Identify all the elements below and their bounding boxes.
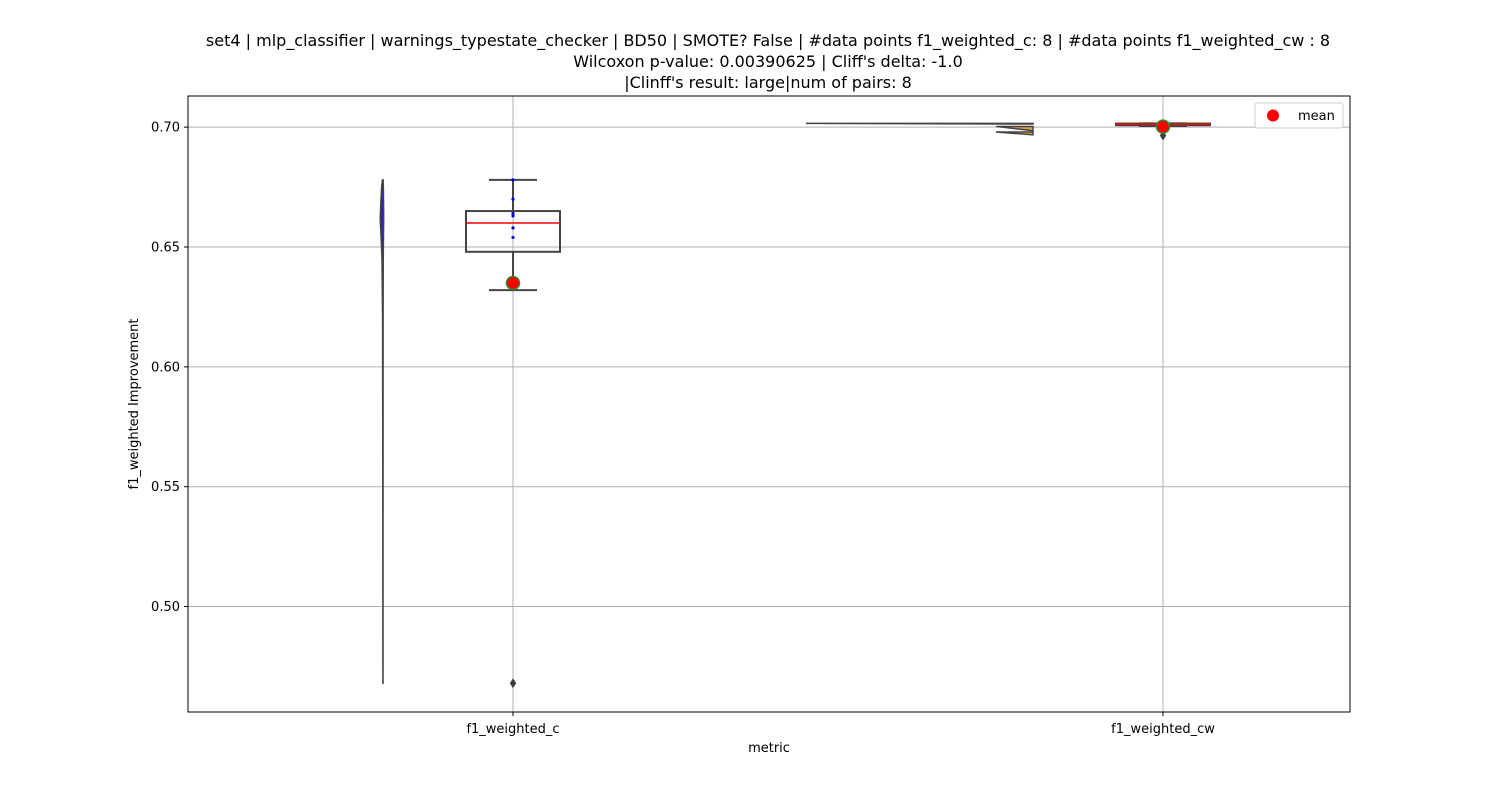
legend: mean [1254, 102, 1344, 129]
box-f1-weighted-c [465, 210, 561, 253]
violin-f1-weighted-cw-upper [805, 122, 1034, 125]
title-line-2: Wilcoxon p-value: 0.00390625 | Cliff's d… [573, 52, 963, 71]
violin-f1-weighted-cw-middle [995, 125, 1034, 132]
mean-marker-f1-weighted-c [505, 275, 521, 291]
x-tick-label-1: f1_weighted_cw [1111, 722, 1215, 737]
legend-mean-label: mean [1298, 109, 1335, 124]
outlier-f1-weighted-c-0 [509, 678, 517, 689]
y-tick-label-1: 0.55 [151, 480, 180, 495]
y-axis-label: f1_weighted Improvement [127, 318, 142, 489]
legend-mean-marker [1267, 109, 1279, 122]
y-tick-label-3: 0.65 [151, 241, 180, 256]
data-point-f1-weighted-c-0 [511, 178, 515, 182]
data-point-f1-weighted-c-4 [511, 226, 515, 230]
legend-frame [1254, 102, 1344, 129]
chart-title: set4 | mlp_classifier | warnings_typesta… [206, 31, 1330, 92]
plot-frame [187, 95, 1351, 713]
x-tick-label-0: f1_weighted_c [466, 722, 559, 737]
mean-marker-f1-weighted-cw [1155, 119, 1171, 134]
data-point-f1-weighted-c-3 [511, 214, 515, 218]
data-point-f1-weighted-c-1 [511, 197, 515, 201]
grid-layer [188, 96, 1350, 712]
marks-layer [379, 119, 1211, 689]
y-tick-label-4: 0.70 [151, 121, 180, 136]
title-line-1: set4 | mlp_classifier | warnings_typesta… [206, 31, 1330, 51]
data-point-f1-weighted-c-5 [511, 235, 515, 240]
violin-f1-weighted-c [379, 179, 385, 684]
violin-f1-weighted-cw-lower [995, 131, 1034, 136]
data-point-f1-weighted-c-2 [511, 211, 515, 216]
x-axis-label: metric [748, 741, 790, 756]
y-tick-label-0: 0.50 [151, 600, 180, 615]
title-line-3: |Clinff's result: large|num of pairs: 8 [624, 73, 912, 92]
y-tick-label-2: 0.60 [151, 360, 180, 375]
axis-layer: 0.50 0.55 0.60 0.65 0.70 f1_weighted_c f1_weig… [151, 121, 1215, 737]
